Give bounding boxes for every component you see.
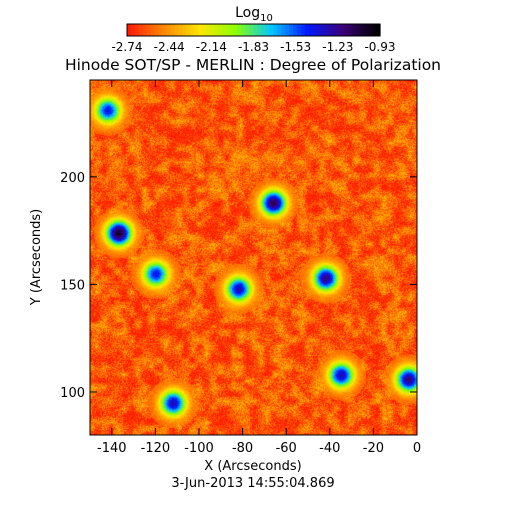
colorbar-cell xyxy=(304,24,310,36)
colorbar-cell xyxy=(150,24,156,36)
colorbar: Log10 -2.74 -2.44 -2.14 -1.83 -1.53 -1.23 -0.9… xyxy=(111,5,395,54)
colorbar-tick-labels: -2.74 -2.44 -2.14 -1.83 -1.53 -1.23 -0.93 xyxy=(111,40,395,54)
colorbar-cell xyxy=(206,24,211,36)
y-tick-label: 200 xyxy=(60,171,85,186)
colorbar-cell xyxy=(198,24,203,36)
colorbar-cell xyxy=(300,24,306,36)
colorbar-cell xyxy=(170,24,176,36)
colorbar-cell xyxy=(344,24,349,36)
colorbar-cell xyxy=(154,24,160,36)
colorbar-cell xyxy=(142,24,148,36)
colorbar-cell xyxy=(130,24,136,36)
colorbar-cell xyxy=(289,24,294,36)
colorbar-cell xyxy=(257,24,263,36)
colorbar-cell xyxy=(320,24,326,36)
colorbar-cell xyxy=(265,24,270,36)
x-tick-label: -120 xyxy=(141,441,171,456)
colorbar-cell xyxy=(229,24,235,36)
colorbar-cell xyxy=(245,24,251,36)
colorbar-cell xyxy=(146,24,152,36)
colorbar-cell xyxy=(368,24,373,36)
colorbar-cell xyxy=(134,24,140,36)
colorbar-tick-label: -1.23 xyxy=(322,40,353,54)
x-tick-label: 0 xyxy=(413,441,421,456)
colorbar-cell xyxy=(269,24,274,36)
colorbar-tick-label: -1.83 xyxy=(238,40,269,54)
colorbar-cell xyxy=(253,24,259,36)
colorbar-cell xyxy=(277,24,282,36)
polarization-map xyxy=(90,80,417,435)
x-tick-label: -100 xyxy=(184,441,214,456)
colorbar-tick-label: -1.53 xyxy=(280,40,311,54)
colorbar-cell xyxy=(158,24,164,36)
colorbar-cell xyxy=(241,24,247,36)
colorbar-cell xyxy=(324,24,330,36)
colorbar-cell xyxy=(127,24,132,36)
colorbar-cell xyxy=(237,24,243,36)
colorbar-cell xyxy=(210,24,215,36)
chart-subtitle: 3-Jun-2013 14:55:04.869 xyxy=(171,476,334,491)
colorbar-cell xyxy=(281,24,286,36)
colorbar-cell xyxy=(221,24,227,36)
x-tick-label: -80 xyxy=(232,441,253,456)
plot-area: -140 -120 -100 -80 -60 -40 -20 0 100 150 200 xyxy=(60,79,421,456)
colorbar-frame xyxy=(126,23,381,37)
x-tick-label: -40 xyxy=(319,441,340,456)
colorbar-cell xyxy=(372,24,377,36)
colorbar-cell xyxy=(376,24,381,36)
colorbar-cell xyxy=(312,24,318,36)
plot-frame xyxy=(89,79,418,436)
colorbar-cell xyxy=(194,24,199,36)
colorbar-cell xyxy=(308,24,314,36)
colorbar-tick-label: -0.93 xyxy=(364,40,395,54)
colorbar-cell xyxy=(190,24,195,36)
colorbar-tick-label: -2.74 xyxy=(111,40,142,54)
colorbar-cell xyxy=(360,24,365,36)
colorbar-cell xyxy=(249,24,255,36)
colorbar-cell xyxy=(285,24,290,36)
colorbar-cell xyxy=(273,24,278,36)
colorbar-cell xyxy=(213,24,219,36)
colorbar-cell xyxy=(364,24,369,36)
colorbar-cell xyxy=(178,24,183,36)
colorbar-cell xyxy=(296,24,302,36)
x-tick-label: -140 xyxy=(97,441,127,456)
colorbar-cell xyxy=(182,24,187,36)
x-tick-label: -20 xyxy=(363,441,384,456)
y-tick-label: 150 xyxy=(60,278,85,293)
colorbar-cell xyxy=(336,24,342,36)
colorbar-cell xyxy=(233,24,239,36)
colorbar-cell xyxy=(225,24,231,36)
colorbar-cell xyxy=(293,24,298,36)
colorbar-cell xyxy=(340,24,346,36)
colorbar-cell xyxy=(138,24,144,36)
colorbar-title: Log10 xyxy=(235,5,273,24)
x-axis: -140 -120 -100 -80 -60 -40 -20 0 xyxy=(97,80,421,456)
colorbar-tick-label: -2.44 xyxy=(154,40,185,54)
colorbar-gradient xyxy=(127,24,381,36)
colorbar-cell xyxy=(332,24,338,36)
colorbar-cell xyxy=(162,24,168,36)
colorbar-cell xyxy=(202,24,207,36)
chart-title: Hinode SOT/SP - MERLIN : Degree of Polar… xyxy=(65,56,441,74)
colorbar-cell xyxy=(348,24,353,36)
colorbar-cell xyxy=(217,24,223,36)
y-axis: 100 150 200 xyxy=(60,171,417,401)
y-tick-label: 100 xyxy=(60,386,85,401)
colorbar-title-subscript: 10 xyxy=(260,13,273,24)
x-tick-label: -60 xyxy=(276,441,297,456)
colorbar-cell xyxy=(316,24,322,36)
colorbar-cell xyxy=(328,24,334,36)
x-axis-label: X (Arcseconds) xyxy=(204,459,301,474)
colorbar-cell xyxy=(166,24,172,36)
colorbar-cell xyxy=(352,24,357,36)
colorbar-cell xyxy=(356,24,361,36)
colorbar-tick-label: -2.14 xyxy=(196,40,227,54)
y-axis-label: Y (Arcseconds) xyxy=(29,209,44,306)
colorbar-cell xyxy=(261,24,266,36)
colorbar-cell xyxy=(186,24,191,36)
colorbar-cell xyxy=(174,24,179,36)
